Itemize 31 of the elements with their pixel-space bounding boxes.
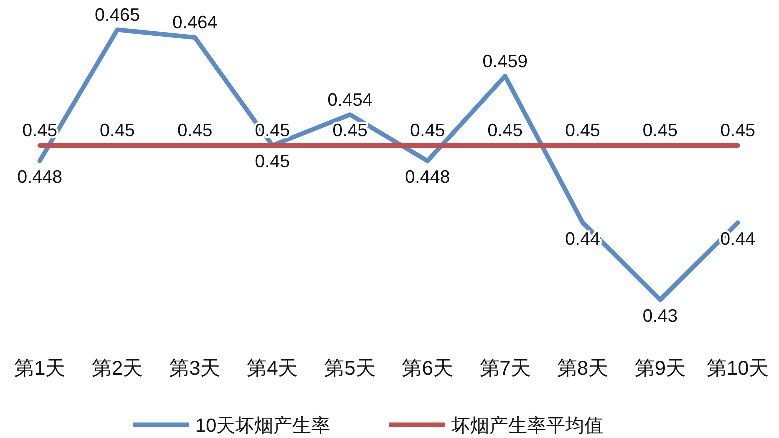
data-label: 0.448	[405, 167, 450, 188]
x-tick-label: 第2天	[92, 358, 144, 380]
data-label: 0.448	[17, 167, 63, 188]
data-label: 0.45	[642, 120, 678, 141]
x-tick-label: 第6天	[402, 358, 454, 380]
data-label: 0.454	[328, 90, 373, 110]
data-label: 0.44	[720, 228, 756, 249]
x-tick-label: 第10天	[706, 358, 770, 380]
x-tick-label: 第8天	[557, 358, 608, 380]
legend-label: 坏烟产生率平均值	[450, 415, 604, 437]
data-label: 0.465	[95, 5, 140, 25]
data-label: 0.464	[172, 12, 218, 33]
x-tick-label: 第3天	[170, 358, 221, 380]
data-label: 0.45	[410, 120, 446, 141]
data-label: 0.45	[565, 120, 600, 141]
data-label: 0.45	[22, 120, 58, 141]
data-label: 0.45	[332, 120, 368, 141]
data-label: 0.45	[488, 120, 523, 141]
data-label: 0.45	[178, 120, 213, 141]
x-tick-label: 第7天	[480, 358, 531, 380]
x-tick-label: 第5天	[324, 358, 376, 380]
data-label: 0.44	[565, 228, 600, 249]
data-label: 0.45	[720, 120, 756, 141]
x-tick-label: 第9天	[634, 358, 686, 380]
data-label: 0.45	[255, 152, 290, 172]
data-label: 0.459	[482, 51, 528, 72]
data-label: 0.45	[100, 120, 136, 141]
data-label: 0.43	[642, 306, 678, 326]
x-tick-label: 第4天	[247, 358, 298, 380]
x-tick-label: 第1天	[14, 358, 66, 380]
legend-label: 10天坏烟产生率	[196, 415, 331, 437]
